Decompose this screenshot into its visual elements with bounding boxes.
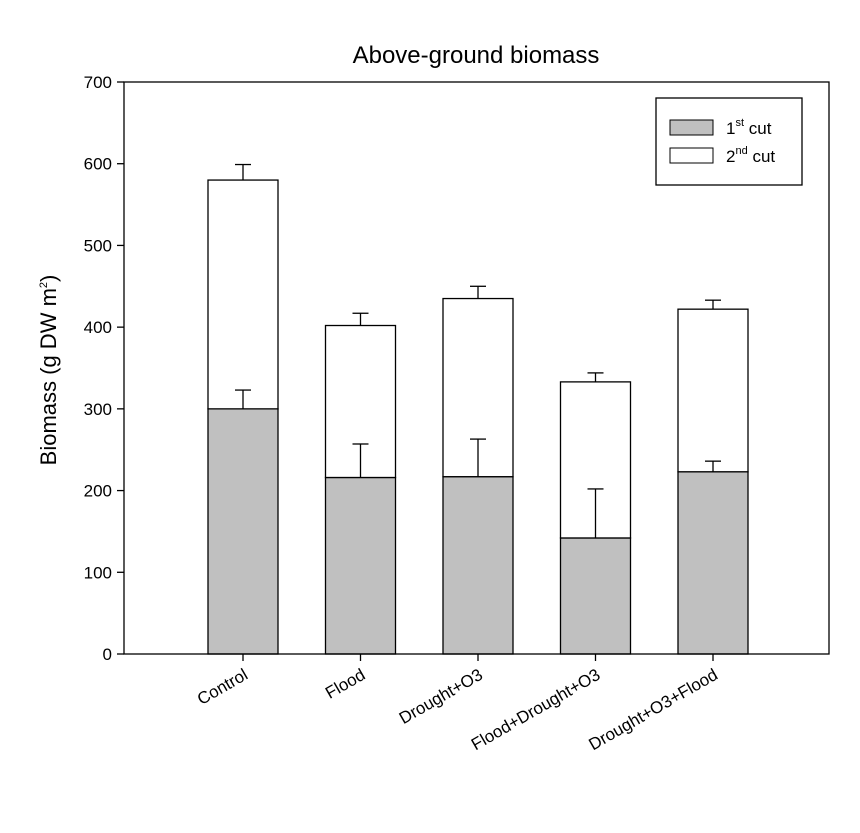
chart-title: Above-ground biomass [353, 42, 600, 69]
bar-1st-cut-flood-drought-o3 [559, 537, 632, 655]
legend-label-1st-cut: 1st cut [726, 117, 772, 138]
x-category-label-control: Control [194, 665, 251, 709]
bar-1st-cut-drought-o3-flood [677, 471, 749, 655]
legend: 1st cut 2nd cut [655, 97, 803, 186]
legend-box [655, 97, 803, 186]
y-tick-label: 600 [84, 155, 112, 174]
bar-2nd-cut-control [207, 179, 279, 410]
legend-swatch-2nd-cut [669, 147, 714, 164]
x-axis-categories: Control Flood Drought+O3Flood+Drought+O3Dr… [194, 654, 721, 754]
y-tick-label: 400 [84, 318, 112, 337]
bar-2nd-cut-drought-o3-flood [677, 308, 749, 473]
y-tick-label: 100 [84, 563, 112, 582]
y-axis-ticks: 0 100 200 300 400 500 600 700 [84, 73, 124, 664]
legend-swatch-1st-cut [669, 119, 714, 136]
y-tick-label: 500 [84, 236, 112, 255]
y-tick-label: 0 [103, 645, 112, 664]
x-category-label-drought-o3-flood: Drought+O3+Flood [585, 665, 721, 754]
bar-1st-cut-control [207, 408, 279, 655]
plot-frame [123, 81, 830, 655]
bar-1st-cut-drought-o3 [442, 476, 514, 655]
y-tick-label: 200 [84, 482, 112, 501]
legend-label-2nd-cut: 2nd cut [726, 145, 775, 166]
x-category-label-flood-drought-o3: Flood+Drought+O3 [468, 665, 604, 754]
y-tick-label: 300 [84, 400, 112, 419]
x-category-label-drought-o3: Drought+O3 [396, 665, 486, 728]
y-tick-label: 700 [84, 73, 112, 92]
error-bars-layer [235, 163, 721, 538]
y-axis-label: Biomass (g DW m2) [36, 275, 61, 466]
bars-layer [207, 179, 749, 655]
x-category-label-flood: Flood [322, 665, 368, 703]
bar-1st-cut-flood [324, 476, 397, 655]
